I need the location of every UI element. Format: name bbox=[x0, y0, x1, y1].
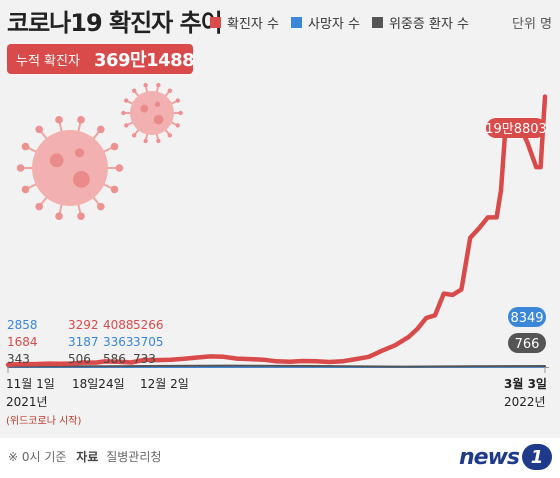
footer-basis: ※ 0시 기준 bbox=[8, 450, 67, 464]
legend-item-confirmed: 확진자 수 bbox=[210, 13, 279, 32]
virus-spike-tip bbox=[143, 82, 148, 88]
virus-spike-tip bbox=[124, 123, 129, 128]
logo-text: news bbox=[458, 444, 520, 470]
virus-spike-tip bbox=[21, 185, 30, 194]
end-label-confirmed-bg bbox=[486, 118, 546, 138]
virus-spike-tip bbox=[121, 110, 126, 116]
annotation-confirmed-3: 5266 bbox=[133, 318, 164, 332]
end-label-critical-bg bbox=[508, 333, 546, 353]
unit-label: 단위 명 bbox=[511, 17, 552, 32]
legend-swatch-deaths bbox=[290, 16, 302, 28]
footer-note: ※ 0시 기준 자료 질병관리청 bbox=[8, 448, 161, 465]
virus-spike-tip bbox=[156, 138, 161, 144]
virus-spike-tip bbox=[55, 116, 63, 124]
virus-spike-tip bbox=[156, 82, 161, 88]
cumulative-badge: 누적 확진자 369만1488 bbox=[7, 44, 193, 74]
virus-spot bbox=[49, 153, 64, 168]
virus-spike-tip bbox=[110, 185, 119, 194]
virus-spot bbox=[140, 104, 149, 113]
legend-item-critical: 위중증 환자 수 bbox=[371, 13, 469, 32]
virus-spot bbox=[153, 114, 164, 125]
virus-body bbox=[32, 130, 108, 206]
start-note-label: (위드코로나 시작) bbox=[6, 414, 81, 427]
page-title: 코로나19 확진자 추이 bbox=[7, 9, 223, 37]
cumulative-label: 누적 확진자 bbox=[16, 53, 80, 69]
end-label-deaths-bg bbox=[508, 307, 546, 327]
annotation-critical-3: 733 bbox=[133, 352, 156, 366]
news1-logo: news 1 bbox=[459, 443, 552, 471]
footer-source-label: 자료 bbox=[76, 450, 99, 464]
virus-spot bbox=[73, 171, 90, 188]
x-tick-label: 12월 2일 bbox=[140, 377, 189, 391]
end-label-confirmed: 19만8803 bbox=[485, 118, 547, 138]
annotation-confirmed-0: 1684 bbox=[7, 335, 38, 349]
virus-spot bbox=[154, 101, 161, 107]
annotation-critical-1: 506 bbox=[68, 352, 91, 366]
end-label-critical-text: 766 bbox=[515, 337, 540, 352]
annotation-deaths-1: 3187 bbox=[68, 335, 99, 349]
virus-spike-tip bbox=[77, 116, 85, 124]
annotation-deaths-3: 3705 bbox=[133, 335, 164, 349]
virus-spot bbox=[74, 148, 85, 158]
annotation-confirmed-2: 4088 bbox=[103, 318, 134, 332]
virus-illustration bbox=[16, 82, 183, 220]
end-label-deaths: 8349 bbox=[508, 307, 546, 327]
x-tick-label: 3월 3일 bbox=[504, 376, 547, 391]
virus-spike-tip bbox=[124, 98, 129, 103]
legend-item-deaths: 사망자 수 bbox=[290, 13, 360, 32]
footer-source: 질병관리청 bbox=[106, 450, 162, 464]
virus-spike-tip bbox=[21, 142, 30, 151]
annotation-deaths-0: 2858 bbox=[7, 318, 38, 332]
virus-spike-tip bbox=[115, 164, 124, 172]
legend: 확진자 수 사망자 수 위중증 환자 수 bbox=[210, 12, 481, 32]
virus-spike-tip bbox=[16, 164, 25, 172]
end-label-confirmed-text: 19만8803 bbox=[485, 122, 547, 137]
legend-label-deaths: 사망자 수 bbox=[307, 16, 360, 32]
virus-spike-tip bbox=[175, 98, 180, 103]
end-label-deaths-text: 8349 bbox=[510, 311, 543, 326]
virus-spike-tip bbox=[131, 133, 137, 138]
virus-spike-tip bbox=[167, 133, 173, 138]
virus-large bbox=[16, 116, 124, 220]
annotation-deaths-2: 3363 bbox=[103, 335, 134, 349]
virus-spike-tip bbox=[131, 88, 137, 93]
virus-spike-tip bbox=[110, 142, 119, 151]
virus-body bbox=[130, 91, 174, 135]
virus-spike-tip bbox=[35, 202, 43, 211]
virus-spike-tip bbox=[55, 212, 63, 220]
cumulative-value: 369만1488 bbox=[93, 50, 193, 71]
end-year-label: 2022년 bbox=[504, 395, 546, 409]
start-year-label: 2021년 bbox=[6, 395, 48, 409]
virus-spike-tip bbox=[167, 88, 173, 93]
legend-label-critical: 위중증 환자 수 bbox=[388, 16, 469, 32]
annotation-critical-0: 343 bbox=[7, 352, 30, 366]
virus-small bbox=[121, 82, 183, 144]
virus-spike-tip bbox=[97, 202, 105, 211]
annotation-critical-2: 586 bbox=[103, 352, 126, 366]
series-confirmed bbox=[5, 94, 548, 367]
logo-mark: 1 bbox=[522, 444, 552, 470]
virus-spike-tip bbox=[97, 125, 105, 134]
x-tick-label: 18일24일 bbox=[72, 377, 125, 391]
virus-spike-tip bbox=[178, 110, 183, 116]
legend-swatch-critical bbox=[371, 16, 383, 28]
end-label-critical: 766 bbox=[508, 333, 546, 353]
x-tick-label: 11월 1일 bbox=[6, 377, 55, 391]
annotation-confirmed-1: 3292 bbox=[68, 318, 99, 332]
virus-spike-tip bbox=[143, 138, 148, 144]
virus-spike-tip bbox=[35, 125, 43, 134]
legend-swatch-confirmed bbox=[210, 16, 221, 28]
virus-spike-tip bbox=[175, 123, 180, 128]
series-critical bbox=[7, 364, 546, 368]
legend-label-confirmed: 확진자 수 bbox=[227, 16, 279, 32]
line-chart: 2858 1684 343 3292 3187 506 4088 3363 586 5266 370… bbox=[5, 94, 549, 427]
virus-spike-tip bbox=[77, 212, 85, 220]
